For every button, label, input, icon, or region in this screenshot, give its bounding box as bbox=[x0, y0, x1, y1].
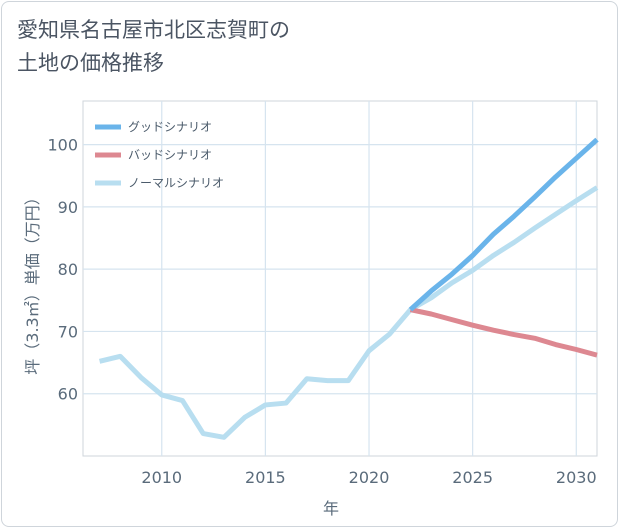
x-axis-title: 年 bbox=[323, 499, 339, 518]
y-axis-title: 坪（3.3㎡）単価（万円） bbox=[23, 189, 42, 374]
series-line-1 bbox=[409, 307, 598, 358]
y-tick-label: 60 bbox=[58, 385, 78, 404]
legend-label: グッドシナリオ bbox=[128, 120, 212, 134]
title-line-1: 愛知県名古屋市北区志賀町の bbox=[17, 18, 290, 42]
legend-label: ノーマルシナリオ bbox=[128, 176, 224, 190]
x-tick-label: 2030 bbox=[556, 468, 597, 487]
y-tick-label: 80 bbox=[58, 260, 78, 279]
y-tick-label: 70 bbox=[58, 322, 78, 341]
series-line-2 bbox=[98, 185, 599, 440]
y-tick-label: 100 bbox=[47, 136, 78, 155]
x-axis-ticks: 2010 2015 2020 2025 2030 bbox=[141, 468, 596, 487]
x-tick-label: 2010 bbox=[141, 468, 182, 487]
x-tick-label: 2015 bbox=[245, 468, 286, 487]
legend-label: バッドシナリオ bbox=[128, 148, 212, 162]
series-line-0 bbox=[408, 137, 599, 312]
chart-title: 愛知県名古屋市北区志賀町の 土地の価格推移 bbox=[17, 14, 437, 80]
y-axis-ticks: 60 70 80 90 100 bbox=[47, 136, 78, 404]
x-tick-label: 2020 bbox=[349, 468, 390, 487]
series-lines bbox=[98, 137, 599, 440]
y-tick-label: 90 bbox=[58, 198, 78, 217]
x-tick-label: 2025 bbox=[452, 468, 493, 487]
title-line-2: 土地の価格推移 bbox=[17, 51, 164, 75]
